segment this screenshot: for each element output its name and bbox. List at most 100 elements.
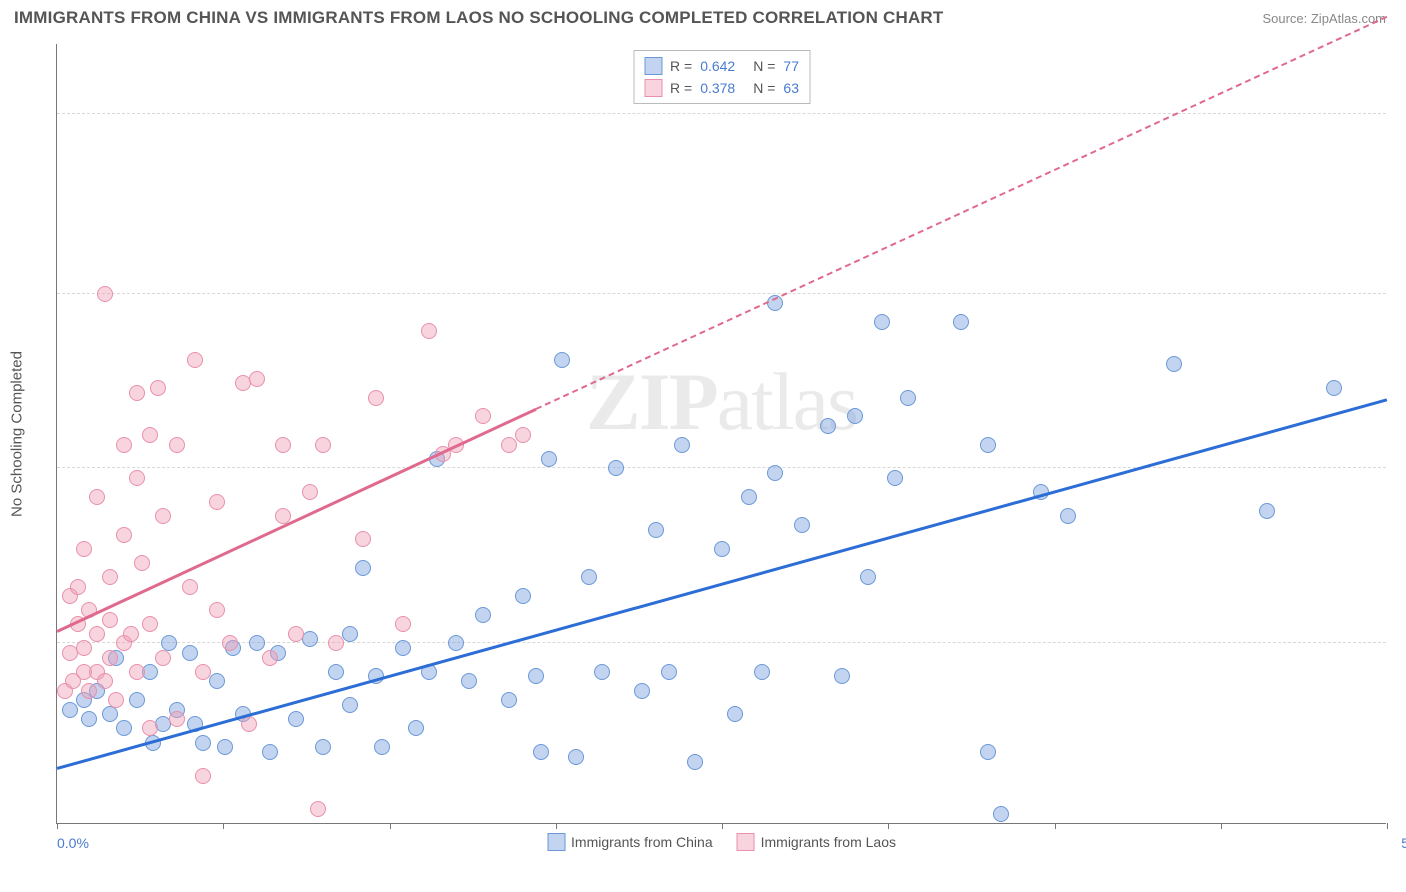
data-point (794, 517, 810, 533)
data-point (241, 716, 257, 732)
x-tick (722, 823, 723, 829)
data-point (155, 650, 171, 666)
data-point (475, 607, 491, 623)
data-point (195, 664, 211, 680)
data-point (355, 531, 371, 547)
data-point (222, 635, 238, 651)
data-point (209, 602, 225, 618)
data-point (142, 427, 158, 443)
data-point (714, 541, 730, 557)
data-point (515, 427, 531, 443)
data-point (980, 437, 996, 453)
data-point (608, 460, 624, 476)
data-point (187, 352, 203, 368)
grid-line (57, 467, 1386, 468)
data-point (116, 437, 132, 453)
data-point (741, 489, 757, 505)
data-point (310, 801, 326, 817)
legend-item-laos: Immigrants from Laos (737, 833, 896, 851)
data-point (288, 711, 304, 727)
data-point (123, 626, 139, 642)
data-point (501, 692, 517, 708)
data-point (421, 323, 437, 339)
watermark: ZIPatlas (586, 355, 857, 449)
data-point (89, 626, 105, 642)
data-point (342, 626, 358, 642)
data-point (102, 650, 118, 666)
y-tick-label: 7.5% (1391, 460, 1406, 476)
data-point (275, 437, 291, 453)
data-point (727, 706, 743, 722)
legend-series: Immigrants from China Immigrants from La… (547, 833, 896, 851)
data-point (395, 616, 411, 632)
trend-line (57, 399, 1388, 770)
data-point (97, 673, 113, 689)
data-point (302, 484, 318, 500)
x-tick (390, 823, 391, 829)
x-tick (223, 823, 224, 829)
data-point (129, 692, 145, 708)
data-point (142, 720, 158, 736)
data-point (209, 494, 225, 510)
y-tick-label: 11.2% (1391, 286, 1406, 302)
data-point (116, 527, 132, 543)
data-point (767, 465, 783, 481)
data-point (980, 744, 996, 760)
x-tick (888, 823, 889, 829)
x-tick (1221, 823, 1222, 829)
grid-line (57, 293, 1386, 294)
x-tick (1387, 823, 1388, 829)
data-point (182, 579, 198, 595)
x-max-label: 50.0% (1401, 835, 1406, 851)
data-point (581, 569, 597, 585)
swatch-laos (644, 79, 662, 97)
data-point (374, 739, 390, 755)
data-point (81, 683, 97, 699)
data-point (89, 489, 105, 505)
data-point (368, 390, 384, 406)
data-point (1259, 503, 1275, 519)
data-point (328, 664, 344, 680)
data-point (142, 616, 158, 632)
data-point (515, 588, 531, 604)
x-tick (1055, 823, 1056, 829)
data-point (195, 735, 211, 751)
data-point (70, 579, 86, 595)
y-axis-title: No Schooling Completed (9, 351, 26, 517)
data-point (116, 720, 132, 736)
data-point (150, 380, 166, 396)
data-point (129, 470, 145, 486)
data-point (568, 749, 584, 765)
data-point (448, 635, 464, 651)
data-point (342, 697, 358, 713)
data-point (648, 522, 664, 538)
data-point (554, 352, 570, 368)
data-point (249, 371, 265, 387)
data-point (1326, 380, 1342, 396)
data-point (874, 314, 890, 330)
grid-line (57, 113, 1386, 114)
data-point (661, 664, 677, 680)
data-point (528, 668, 544, 684)
data-point (594, 664, 610, 680)
y-tick-label: 3.8% (1391, 635, 1406, 651)
data-point (249, 635, 265, 651)
data-point (993, 806, 1009, 822)
data-point (820, 418, 836, 434)
data-point (209, 673, 225, 689)
legend-row-laos: R =0.378 N =63 (644, 77, 799, 99)
data-point (395, 640, 411, 656)
y-tick-label: 15.0% (1391, 106, 1406, 122)
data-point (860, 569, 876, 585)
data-point (847, 408, 863, 424)
legend-item-china: Immigrants from China (547, 833, 713, 851)
data-point (315, 739, 331, 755)
data-point (834, 668, 850, 684)
data-point (81, 711, 97, 727)
swatch-laos (737, 833, 755, 851)
data-point (102, 706, 118, 722)
data-point (634, 683, 650, 699)
data-point (155, 508, 171, 524)
data-point (541, 451, 557, 467)
data-point (195, 768, 211, 784)
